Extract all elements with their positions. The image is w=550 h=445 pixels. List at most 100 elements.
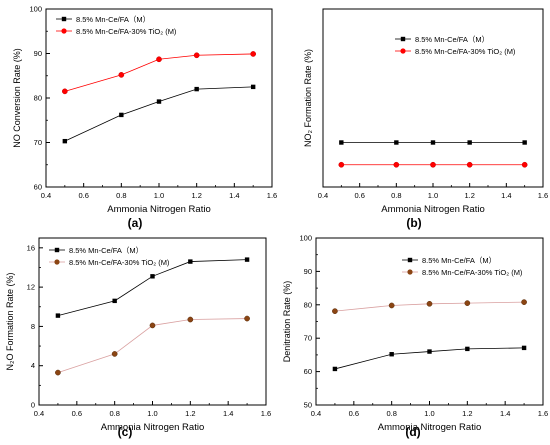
y-tick-label: 90 (34, 49, 42, 58)
data-point (521, 161, 528, 168)
data-point (55, 369, 61, 376)
series-line (64, 86, 254, 142)
legend-label: 8.5% Mn-Ce/FA（M） (76, 15, 150, 24)
chart-panel-4: 0.4 0.6 0.8 1.0 1.2 1.4 1.6 50 60 70 80 90 100 Ammoni… (282, 234, 548, 434)
chart-panel-2: 0.4 0.6 0.8 1.0 1.2 1.4 1.6 Ammonia Nitrogen Ra… (303, 8, 548, 215)
x-tick-label: 1.6 (261, 409, 271, 418)
data-point (464, 300, 471, 306)
panel-caption: (c) (118, 425, 133, 439)
legend-marker (54, 259, 60, 265)
legend-marker (54, 247, 60, 253)
legend: 8.5% Mn-Ce/FA（M） 8.5% Mn-Ce/FA-30% TiO₂ (… (395, 35, 516, 56)
series-line (57, 259, 248, 316)
y-tick-label: 4 (31, 361, 35, 370)
data-point (521, 345, 527, 351)
x-tick-label: 1.2 (464, 191, 474, 200)
legend-marker (61, 28, 67, 34)
data-point (466, 161, 473, 168)
x-tick-label: 0.4 (318, 191, 328, 200)
chart-panel-3: 0.4 0.6 0.8 1.0 1.2 1.4 1.6 0 4 8 12 16 Ammonia Nitr… (5, 237, 271, 433)
y-tick-label: 80 (304, 300, 312, 309)
x-tick-label: 1.4 (500, 409, 510, 418)
x-tick-label: 1.0 (424, 409, 434, 418)
data-point (55, 313, 61, 318)
data-point (250, 51, 257, 57)
data-point (111, 351, 118, 357)
x-tick-label: 1.2 (185, 409, 195, 418)
data-point (522, 140, 527, 145)
legend-label: 8.5% Mn-Ce/FA-30% TiO₂ (M) (76, 27, 177, 36)
y-tick-label: 90 (304, 267, 312, 276)
legend-marker (407, 269, 413, 275)
data-point (332, 308, 338, 314)
x-tick-label: 1.6 (538, 191, 548, 200)
x-tick-label: 1.6 (538, 409, 548, 418)
data-point (61, 88, 68, 95)
data-point (244, 257, 250, 262)
legend-marker (61, 16, 67, 22)
data-point (187, 316, 194, 323)
data-point (156, 99, 162, 104)
legend: 8.5% Mn-Ce/FA（M） 8.5% Mn-Ce/FA-30% TiO₂ (… (402, 256, 523, 277)
chart-panel-1: 0.4 0.6 0.8 1.0 1.2 1.4 1.6 60 70 80 90 100 Ammonia … (12, 5, 277, 216)
x-axis-label: Ammonia Nitrogen Ratio (381, 204, 485, 215)
data-point (118, 72, 125, 78)
data-point (338, 161, 345, 168)
legend-marker (400, 36, 406, 42)
x-tick-label: 0.4 (34, 409, 44, 418)
series-1 (62, 84, 256, 144)
data-point (156, 56, 162, 63)
legend-label: 8.5% Mn-Ce/FA（M） (415, 35, 489, 44)
y-tick-label: 0 (31, 401, 35, 410)
x-tick-label: 0.4 (311, 409, 321, 418)
data-point (426, 300, 433, 307)
x-tick-label: 0.4 (41, 191, 51, 200)
x-tick-label: 0.8 (386, 409, 396, 418)
y-tick-label: 60 (304, 367, 312, 376)
y-tick-label: 50 (304, 401, 312, 410)
x-tick-label: 1.0 (147, 409, 157, 418)
legend-marker (400, 48, 406, 54)
y-axis-label: NO Conversion Rate (%) (12, 48, 22, 148)
x-tick-label: 0.6 (349, 409, 359, 418)
x-tick-label: 0.8 (116, 191, 126, 200)
panel-caption: (b) (406, 216, 421, 230)
legend-label: 8.5% Mn-Ce/FA（M） (422, 256, 496, 265)
data-point (521, 299, 527, 305)
x-tick-label: 1.4 (229, 191, 239, 200)
x-tick-label: 1.0 (428, 191, 438, 200)
data-point (62, 138, 68, 144)
legend-marker (407, 257, 413, 263)
x-tick-label: 0.6 (354, 191, 364, 200)
data-point (430, 161, 436, 168)
panel-caption: (a) (128, 216, 143, 230)
x-axis-label: Ammonia Nitrogen Ratio (107, 204, 211, 215)
series-1 (55, 257, 250, 318)
y-axis-label: NO₂ Formation Rate (%) (303, 49, 313, 147)
data-point (467, 140, 472, 145)
series-2 (332, 299, 527, 314)
legend-label: 8.5% Mn-Ce/FA-30% TiO₂ (M) (415, 47, 516, 56)
data-point (244, 315, 250, 322)
data-point (194, 86, 199, 92)
data-point (193, 52, 200, 59)
x-tick-label: 1.6 (267, 191, 277, 200)
data-point (250, 84, 256, 90)
legend-label: 8.5% Mn-Ce/FA-30% TiO₂ (M) (422, 268, 523, 277)
y-tick-label: 80 (34, 94, 42, 103)
data-point (393, 161, 400, 168)
data-point (149, 322, 156, 329)
x-axis-label: Ammonia Nitrogen Ratio (101, 422, 205, 433)
series-1 (332, 345, 527, 372)
data-point (150, 274, 155, 279)
y-tick-label: 8 (31, 322, 35, 331)
data-point (389, 352, 394, 357)
x-tick-label: 0.8 (109, 409, 119, 418)
legend: 8.5% Mn-Ce/FA（M） 8.5% Mn-Ce/FA-30% TiO₂ (… (49, 246, 170, 267)
data-point (427, 349, 432, 354)
x-tick-label: 0.8 (391, 191, 401, 200)
data-point (332, 366, 338, 372)
x-tick-label: 1.0 (154, 191, 164, 200)
series-2 (55, 315, 250, 376)
